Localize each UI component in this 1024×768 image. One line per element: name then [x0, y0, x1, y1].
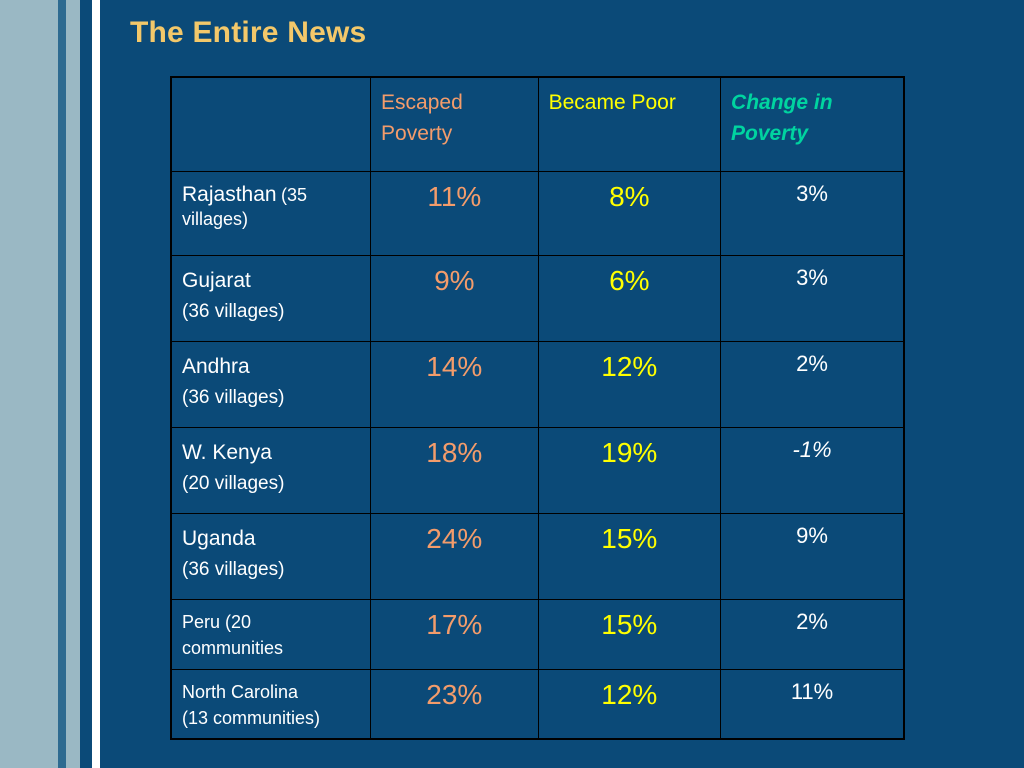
header-escaped-line1: Escaped [381, 91, 463, 114]
region-detail: communities [182, 637, 284, 658]
region-detail: (36 villages) [182, 300, 285, 322]
change-value: 2% [720, 340, 905, 428]
escaped-value: 17% [370, 598, 539, 670]
poverty-table: Escaped Poverty Became Poor Change in Po… [170, 76, 905, 740]
region-cell: North Carolina (13 communities) [170, 668, 372, 740]
header-escaped-line2: Poverty [381, 122, 453, 145]
header-became-poor: Became Poor [537, 76, 722, 172]
table-row: Uganda (36 villages) 24% 15% 9% [170, 512, 905, 600]
region-cell: Rajasthan (35 villages) [170, 170, 372, 256]
table-row: W. Kenya (20 villages) 18% 19% -1% [170, 426, 905, 514]
table-row: Rajasthan (35 villages) 11% 8% 3% [170, 170, 905, 256]
table-header-row: Escaped Poverty Became Poor Change in Po… [170, 76, 905, 172]
region-name: North Carolina [182, 681, 299, 702]
region-cell: Uganda (36 villages) [170, 512, 372, 600]
table-row: Gujarat (36 villages) 9% 6% 3% [170, 254, 905, 342]
region-cell: Andhra (36 villages) [170, 340, 372, 428]
change-value: 3% [720, 170, 905, 256]
became-value: 8% [537, 170, 722, 256]
region-detail: (35 villages) [182, 184, 308, 229]
page-title: The Entire News [130, 16, 367, 49]
became-value: 12% [537, 340, 722, 428]
region-cell: Gujarat (36 villages) [170, 254, 372, 342]
decorative-stripe [80, 0, 92, 768]
decorative-stripe [0, 0, 58, 768]
change-value: -1% [720, 426, 905, 514]
header-blank-cell [170, 76, 372, 172]
header-became-label: Became Poor [548, 91, 676, 114]
escaped-value: 11% [370, 170, 539, 256]
region-detail: (13 communities) [182, 707, 321, 728]
header-escaped-poverty: Escaped Poverty [370, 76, 539, 172]
region-name: Andhra [182, 354, 250, 378]
region-name: Uganda [182, 526, 256, 550]
became-value: 15% [537, 598, 722, 670]
decorative-stripe [58, 0, 66, 768]
table-row: North Carolina (13 communities) 23% 12% … [170, 668, 905, 740]
escaped-value: 23% [370, 668, 539, 740]
region-name: Gujarat [182, 268, 251, 292]
escaped-value: 24% [370, 512, 539, 600]
header-change-in-poverty: Change in Poverty [720, 76, 905, 172]
became-value: 15% [537, 512, 722, 600]
region-detail: (36 villages) [182, 558, 285, 580]
region-detail: (36 villages) [182, 386, 285, 408]
became-value: 6% [537, 254, 722, 342]
header-change-line2: Poverty [731, 122, 809, 145]
decorative-stripe [92, 0, 100, 768]
change-value: 3% [720, 254, 905, 342]
region-name: W. Kenya [182, 440, 272, 464]
region-cell: Peru (20 communities [170, 598, 372, 670]
table-row: Peru (20 communities 17% 15% 2% [170, 598, 905, 670]
region-detail: (20 villages) [182, 472, 285, 494]
change-value: 2% [720, 598, 905, 670]
region-name: Rajasthan [182, 182, 277, 206]
header-change-line1: Change in [731, 91, 833, 114]
became-value: 12% [537, 668, 722, 740]
change-value: 11% [720, 668, 905, 740]
escaped-value: 18% [370, 426, 539, 514]
decorative-stripe [66, 0, 80, 768]
change-value: 9% [720, 512, 905, 600]
escaped-value: 9% [370, 254, 539, 342]
region-cell: W. Kenya (20 villages) [170, 426, 372, 514]
region-name: Peru (20 [182, 611, 252, 632]
escaped-value: 14% [370, 340, 539, 428]
became-value: 19% [537, 426, 722, 514]
table-row: Andhra (36 villages) 14% 12% 2% [170, 340, 905, 428]
